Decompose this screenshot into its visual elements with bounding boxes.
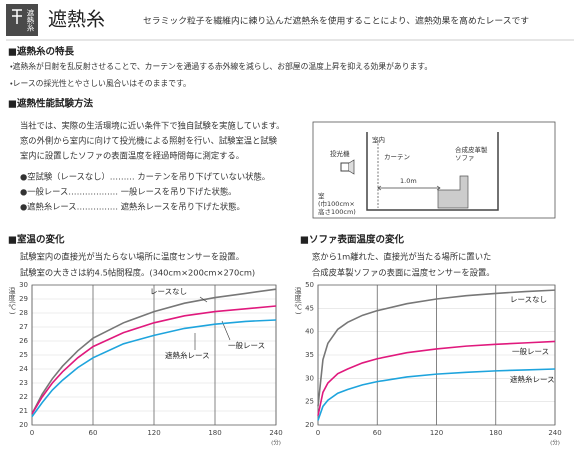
x-tick-label: 240: [269, 429, 282, 437]
y-tick-label: 24: [19, 365, 28, 373]
series-line: [317, 368, 556, 421]
lamp-head: [348, 159, 355, 175]
y-tick-label: 29: [19, 295, 28, 303]
series-line: [31, 319, 277, 418]
x-tick-label: 180: [208, 429, 221, 437]
series-label: 一般レース: [512, 346, 549, 356]
description: セラミック粒子を繊維内に練り込んだ遮熱糸を使用することにより、遮熱効果を高めたレ…: [143, 15, 529, 27]
features-heading: ■遮熱糸の特長: [8, 46, 74, 58]
y-tick-label: 40: [305, 328, 314, 336]
feature-item: ・遮熱糸が日射を乱反射させることで、カーテンを通過する赤外線を減らし、お部屋の温…: [10, 61, 432, 71]
y-tick-label: 30: [305, 374, 314, 382]
series-line: [317, 289, 556, 407]
x-tick-label: 120: [147, 429, 160, 437]
condition: ●一般レース……………… 一般レースを吊り下げた状態。: [20, 187, 236, 197]
x-tick-label: 60: [89, 429, 98, 437]
chart-description: 窓から1m離れた、直接光が当たる場所に置いた: [312, 252, 491, 262]
plot-frame: [31, 284, 277, 426]
diagram-frame: [312, 121, 556, 219]
x-tick-label: 240: [548, 429, 561, 437]
sofa-label: 合成皮革製: [455, 145, 488, 154]
title: 遮熱糸: [48, 9, 105, 31]
chart: ■ソファ表面温度の変化窓から1m離れた、直接光が当たる場所に置いた合成皮革製ソフ…: [294, 234, 562, 447]
x-unit: (分): [550, 439, 560, 447]
method-text: 窓の外側から室内に向けて投光機による照射を行い、試験室温と試験: [20, 136, 278, 146]
y-axis-label: 温度(℃): [8, 286, 16, 315]
x-tick-label: 0: [30, 429, 34, 437]
feature-item: ・レースの採光性とやさしい風合いはそのままです。: [10, 78, 191, 88]
chart-heading: ■ソファ表面温度の変化: [300, 234, 404, 246]
size-label: (巾100cm×: [318, 199, 355, 208]
x-unit: (分): [271, 439, 281, 447]
y-tick-label: 45: [305, 304, 314, 312]
y-tick-label: 22: [19, 393, 28, 401]
y-tick-label: 50: [305, 281, 314, 289]
curtain-label: カーテン: [384, 153, 410, 161]
room-label: 室内: [372, 135, 385, 144]
badge-icon: [12, 9, 22, 24]
lamp-label: 投光機: [330, 149, 350, 158]
series-label: 遮熱糸レース: [510, 374, 555, 384]
badge: 遮熱糸: [26, 7, 35, 32]
condition: ●遮熱糸レース…………… 遮熱糸レースを吊り下げた状態。: [20, 202, 245, 212]
x-tick-label: 120: [430, 429, 443, 437]
y-tick-label: 27: [19, 323, 28, 331]
series-label: レースなし: [150, 287, 187, 296]
x-tick-label: 60: [373, 429, 382, 437]
chart-description: 試験室の大きさは約4.5帖間程度。(340cm×200cm×270cm): [20, 268, 255, 278]
condition: ●空試験（レースなし）……… カーテンを吊り下げていない状態。: [20, 172, 270, 182]
size-label: 室: [318, 191, 325, 200]
y-tick-label: 20: [305, 421, 314, 429]
series-label: 遮熱糸レース: [165, 350, 210, 360]
lamp: [340, 162, 350, 172]
y-axis-label: 温度(℃): [294, 286, 302, 315]
x-tick-label: 0: [316, 429, 320, 437]
method-text: 当社では、実際の生活環境に近い条件下で独自試験を実施しています。: [20, 121, 284, 131]
series-line: [31, 288, 277, 415]
chart-description: 試験室内の直接光が当たらない場所に温度センサーを設置。: [20, 252, 244, 262]
sofa: [437, 175, 469, 209]
y-tick-label: 25: [19, 351, 28, 359]
y-tick-label: 30: [19, 281, 28, 289]
diagram: 室内 投光機 カーテン 合成皮革製 ソファ 1.0m 室 (巾100cm× 高さ…: [312, 121, 556, 219]
room-walls: [366, 132, 499, 211]
method-heading: ■遮熱性能試験方法: [8, 98, 93, 110]
leader-line: [199, 296, 208, 303]
plot-frame: [317, 284, 556, 426]
series-label: 一般レース: [228, 340, 265, 350]
y-tick-label: 28: [19, 309, 28, 317]
sofa-label: ソファ: [455, 154, 475, 162]
y-tick-label: 26: [19, 337, 28, 345]
series-label: レースなし: [510, 295, 547, 304]
chart-heading: ■室温の変化: [8, 234, 65, 246]
method-text: 室内に設置したソファの表面温度を経過時間毎に測定する。: [20, 151, 244, 161]
y-tick-label: 23: [19, 379, 28, 387]
size-label: 高さ100cm): [318, 207, 356, 216]
y-tick-label: 21: [19, 407, 28, 415]
chart-description: 合成皮革製ソファの表面に温度センサーを設置。: [312, 268, 495, 278]
y-tick-label: 35: [305, 351, 314, 359]
series-line: [31, 305, 277, 415]
chart: ■室温の変化試験室内の直接光が当たらない場所に温度センサーを設置。試験室の大きさ…: [8, 234, 283, 447]
x-tick-label: 180: [489, 429, 502, 437]
series-line: [317, 340, 556, 416]
distance-label: 1.0m: [400, 177, 417, 185]
distance-arrow: [377, 185, 441, 191]
y-tick-label: 25: [305, 398, 314, 406]
y-tick-label: 20: [19, 421, 28, 429]
